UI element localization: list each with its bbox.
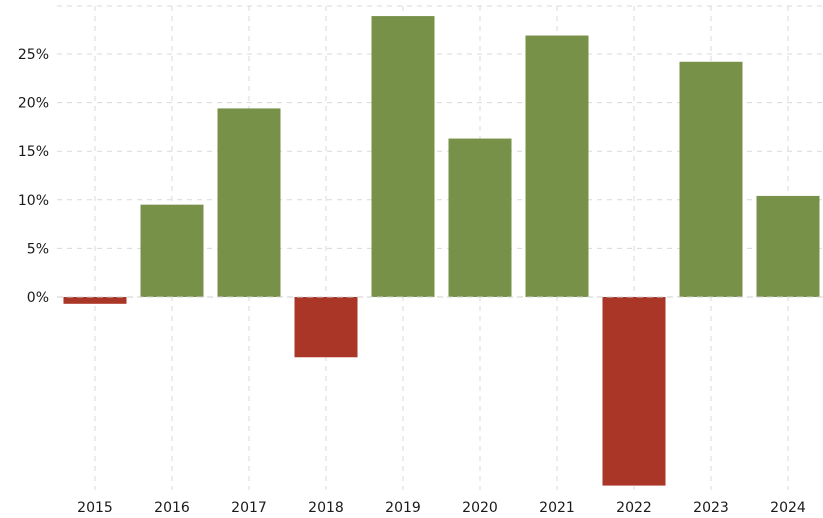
horizontal-grid bbox=[57, 5, 823, 249]
x-tick-label: 2015 bbox=[77, 500, 113, 516]
bar-2023 bbox=[679, 61, 743, 297]
bar-2019 bbox=[371, 16, 435, 297]
bar-2022 bbox=[602, 297, 666, 486]
y-tick-label: 10% bbox=[18, 193, 49, 209]
bar-2021 bbox=[525, 35, 589, 297]
x-tick-label: 2022 bbox=[616, 500, 652, 516]
y-tick-label: 20% bbox=[18, 96, 49, 112]
bar-2020 bbox=[448, 138, 512, 297]
x-tick-label: 2017 bbox=[231, 500, 267, 516]
bars bbox=[63, 16, 820, 486]
x-tick-label: 2020 bbox=[462, 500, 498, 516]
bar-2015 bbox=[63, 297, 127, 304]
bar-2017 bbox=[217, 108, 281, 297]
y-tick-label: 25% bbox=[18, 47, 49, 63]
x-axis-labels: 2015 2016 2017 2018 2019 2020 2021 2022 2023 2024 bbox=[77, 500, 806, 516]
x-tick-label: 2021 bbox=[539, 500, 575, 516]
bar-2016 bbox=[140, 204, 204, 297]
x-tick-label: 2019 bbox=[385, 500, 421, 516]
bar-2018 bbox=[294, 297, 358, 358]
y-tick-label: 0% bbox=[27, 290, 49, 306]
x-tick-label: 2018 bbox=[308, 500, 344, 516]
x-tick-label: 2016 bbox=[154, 500, 190, 516]
bar-2024 bbox=[756, 195, 820, 297]
x-tick-label: 2023 bbox=[693, 500, 729, 516]
x-tick-label: 2024 bbox=[770, 500, 806, 516]
y-axis-labels: 0% 5% 10% 15% 20% 25% bbox=[18, 47, 49, 306]
y-tick-label: 5% bbox=[27, 241, 49, 257]
y-tick-label: 15% bbox=[18, 144, 49, 160]
